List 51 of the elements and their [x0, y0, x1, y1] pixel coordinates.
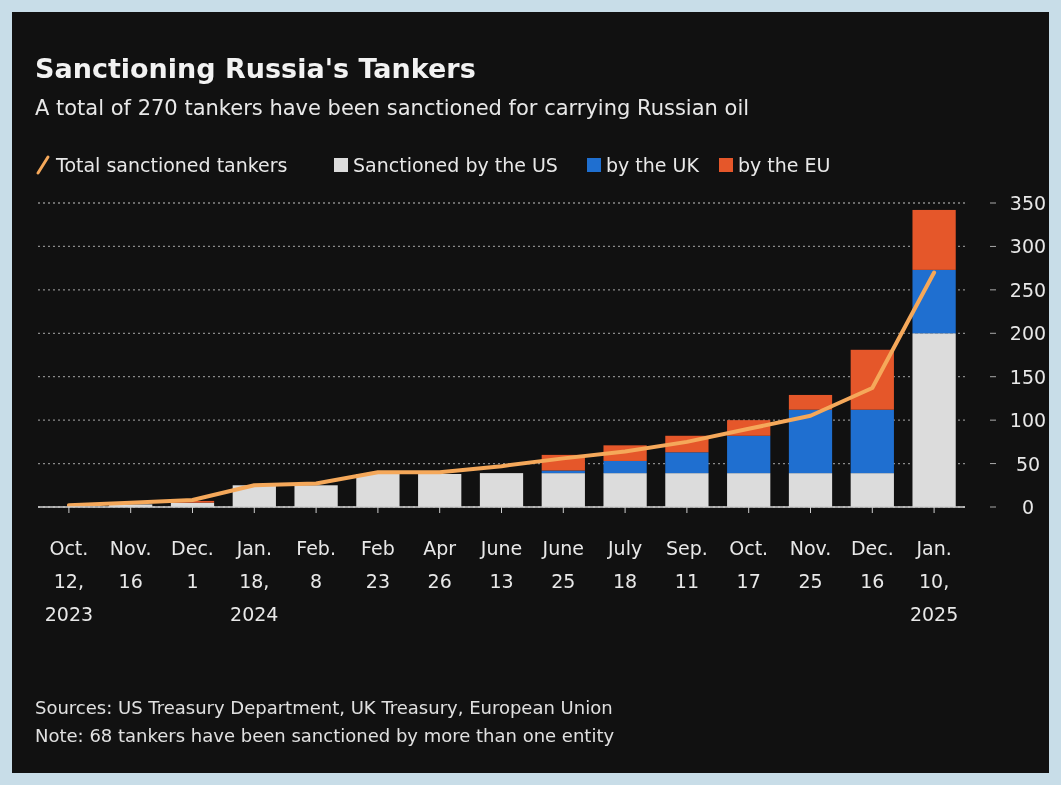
y-tick-label: 200 [1009, 322, 1047, 345]
y-tick-label: 150 [1009, 365, 1047, 388]
bar [418, 473, 462, 507]
x-tick-label: Nov. 16 [109, 537, 152, 592]
x-tick-label: Jan. 18, 2024 [230, 537, 279, 625]
source-note: Sources: US Treasury Department, UK Treasury, European Union [35, 697, 613, 718]
y-tick-label: 250 [1009, 278, 1047, 301]
y-tick-label: 0 [1021, 496, 1035, 518]
x-tick-label: Feb. 8 [296, 537, 336, 592]
bar [727, 435, 771, 474]
bar [850, 409, 894, 474]
y-tick-label: 350 [1009, 192, 1047, 214]
chart-title: Sanctioning Russia's Tankers [35, 53, 476, 84]
bar [912, 333, 956, 507]
bar [912, 269, 956, 334]
bar [850, 473, 894, 507]
y-tick-label: 300 [1009, 235, 1047, 258]
y-tick-label: 100 [1009, 409, 1047, 432]
x-tick-label: Dec. 1 [171, 537, 214, 592]
bar [356, 473, 400, 507]
x-tick-label: Apr 26 [423, 537, 457, 592]
x-tick-label: June 25 [541, 537, 584, 592]
x-tick-label: Dec. 16 [850, 537, 894, 592]
bar [665, 452, 709, 474]
bar [912, 209, 956, 270]
x-tick-label: Jan. 10, 2025 [909, 537, 959, 625]
bar [294, 485, 338, 507]
y-tick-label: 50 [1015, 452, 1041, 475]
x-tick-label: Sep. 11 [665, 537, 708, 592]
legend-label: Sanctioned by the US [353, 154, 558, 176]
bar [665, 473, 709, 507]
bar [788, 473, 833, 507]
text: Note: 68 tankers have been sanctioned by more than one entity [35, 725, 615, 746]
x-tick-label: June 13 [479, 537, 523, 592]
x-tick-label: Oct. 17 [729, 537, 769, 592]
legend-label: Total sanctioned tankers [55, 154, 288, 176]
chart-subtitle: A total of 270 tankers have been sanctioned for carrying Russian oil [35, 96, 750, 120]
x-tick-label: July 18 [607, 537, 643, 592]
bar [479, 473, 524, 507]
legend-label: by the EU [738, 154, 831, 176]
bar [603, 460, 647, 474]
line-series [66, 270, 937, 508]
bar [727, 473, 771, 507]
bar [603, 473, 647, 507]
x-tick-label: Nov. 25 [789, 537, 832, 592]
x-tick-label: Oct. 12, 2023 [44, 537, 94, 625]
legend-label: by the UK [606, 154, 700, 176]
bar [541, 473, 585, 507]
bar [788, 409, 833, 474]
x-tick-label: Feb 23 [361, 537, 395, 592]
bar [788, 394, 833, 410]
